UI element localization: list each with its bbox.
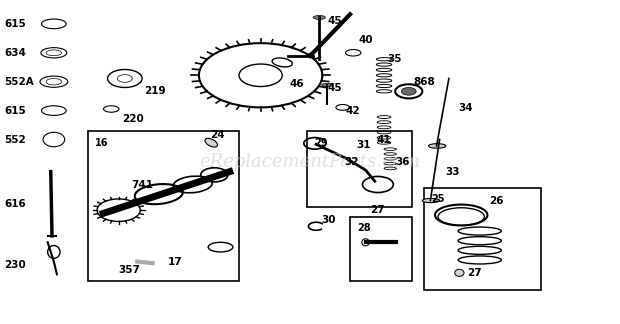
Text: eReplacementParts.com: eReplacementParts.com	[200, 153, 420, 171]
Text: 40: 40	[358, 35, 373, 45]
Bar	[424, 188, 541, 291]
Text: 33: 33	[446, 167, 460, 177]
Text: 29: 29	[314, 138, 328, 148]
Text: 25: 25	[432, 194, 445, 204]
Text: 34: 34	[458, 103, 473, 113]
Text: 27: 27	[370, 205, 384, 215]
Circle shape	[401, 87, 416, 95]
Ellipse shape	[428, 144, 446, 148]
Text: 230: 230	[4, 260, 26, 270]
Text: 42: 42	[346, 106, 360, 116]
Text: 868: 868	[414, 77, 435, 87]
Text: 30: 30	[321, 215, 335, 225]
Ellipse shape	[205, 138, 218, 147]
Bar	[88, 132, 239, 281]
Text: 16: 16	[95, 138, 108, 148]
Text: 32: 32	[344, 157, 358, 167]
Text: 741: 741	[131, 180, 153, 190]
Text: 24: 24	[210, 130, 224, 140]
Ellipse shape	[422, 199, 440, 202]
Text: 31: 31	[356, 140, 371, 150]
Bar	[307, 132, 412, 207]
Ellipse shape	[454, 269, 464, 276]
Text: 616: 616	[4, 199, 26, 209]
Text: 634: 634	[4, 48, 26, 58]
Text: 46: 46	[290, 79, 304, 89]
Text: 17: 17	[168, 257, 183, 267]
Text: 27: 27	[467, 268, 482, 278]
Bar	[350, 217, 412, 281]
Text: 28: 28	[358, 223, 371, 233]
Text: 219: 219	[144, 86, 166, 96]
Text: 552A: 552A	[4, 77, 34, 87]
Text: 45: 45	[327, 16, 342, 26]
Text: 220: 220	[122, 114, 143, 124]
Text: 615: 615	[4, 19, 26, 29]
Text: 552: 552	[4, 134, 26, 145]
Ellipse shape	[313, 16, 326, 19]
Text: 35: 35	[387, 54, 402, 64]
Text: 357: 357	[118, 265, 141, 275]
Ellipse shape	[322, 83, 333, 87]
Text: 26: 26	[489, 196, 503, 206]
Text: 615: 615	[4, 106, 26, 116]
Text: 41: 41	[377, 135, 391, 145]
Text: 36: 36	[395, 157, 410, 167]
Text: 45: 45	[327, 83, 342, 93]
